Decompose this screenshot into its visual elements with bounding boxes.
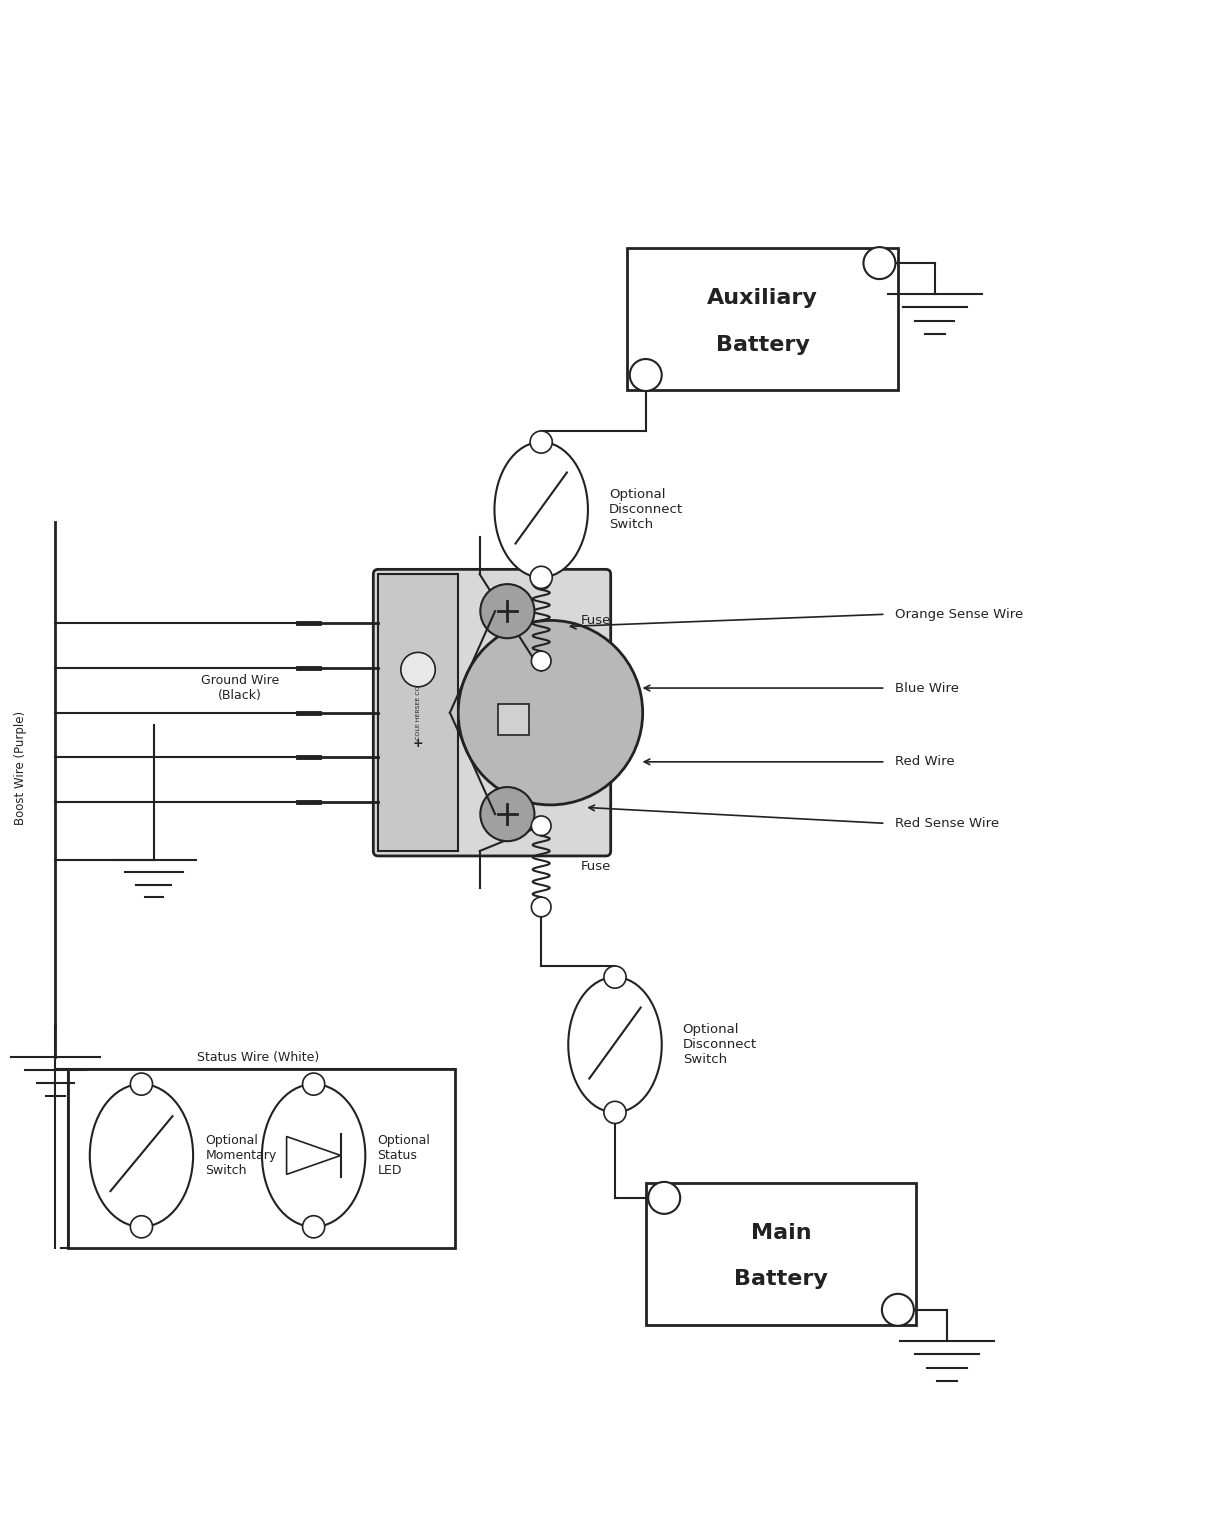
Circle shape <box>530 432 552 453</box>
Circle shape <box>604 966 626 988</box>
Text: Red Sense Wire: Red Sense Wire <box>895 817 1000 829</box>
Circle shape <box>481 786 535 842</box>
Circle shape <box>303 1215 325 1238</box>
Circle shape <box>531 651 551 671</box>
Circle shape <box>604 1101 626 1123</box>
Text: Blue Wire: Blue Wire <box>895 682 959 694</box>
Bar <box>498 703 529 734</box>
Circle shape <box>401 653 435 687</box>
FancyBboxPatch shape <box>374 570 611 856</box>
Circle shape <box>882 1293 914 1326</box>
Text: Boost Wire (Purple): Boost Wire (Purple) <box>15 711 27 825</box>
Text: Main: Main <box>750 1223 812 1243</box>
Circle shape <box>863 247 895 280</box>
Circle shape <box>459 621 643 805</box>
Bar <box>646 1183 916 1324</box>
Circle shape <box>303 1074 325 1095</box>
Circle shape <box>531 816 551 836</box>
Bar <box>627 249 898 390</box>
Ellipse shape <box>568 977 662 1112</box>
Text: Optional
Momentary
Switch: Optional Momentary Switch <box>205 1134 277 1177</box>
Circle shape <box>481 584 535 639</box>
Text: Fuse: Fuse <box>581 860 611 872</box>
Text: COLE HERSEE CO: COLE HERSEE CO <box>416 685 421 740</box>
Text: +: + <box>413 737 423 750</box>
Ellipse shape <box>262 1084 365 1227</box>
Bar <box>68 1069 455 1247</box>
Text: Battery: Battery <box>716 335 809 355</box>
Circle shape <box>630 359 662 392</box>
Text: Optional
Disconnect
Switch: Optional Disconnect Switch <box>683 1023 756 1066</box>
Circle shape <box>648 1181 680 1213</box>
Circle shape <box>130 1215 153 1238</box>
Circle shape <box>531 897 551 917</box>
Text: Red Wire: Red Wire <box>895 756 954 768</box>
Text: Optional
Disconnect
Switch: Optional Disconnect Switch <box>609 488 683 531</box>
Polygon shape <box>287 1137 341 1175</box>
Circle shape <box>130 1074 153 1095</box>
Circle shape <box>531 570 551 590</box>
Ellipse shape <box>90 1084 193 1227</box>
Text: Fuse: Fuse <box>581 614 611 627</box>
Text: Battery: Battery <box>734 1269 828 1289</box>
Text: Ground Wire
(Black): Ground Wire (Black) <box>200 674 279 702</box>
Text: Optional
Status
LED: Optional Status LED <box>378 1134 430 1177</box>
Circle shape <box>530 567 552 588</box>
Text: Orange Sense Wire: Orange Sense Wire <box>895 608 1023 621</box>
Ellipse shape <box>494 442 588 578</box>
Text: Auxiliary: Auxiliary <box>707 287 818 307</box>
Text: Status Wire (White): Status Wire (White) <box>197 1051 319 1063</box>
Bar <box>379 574 458 851</box>
